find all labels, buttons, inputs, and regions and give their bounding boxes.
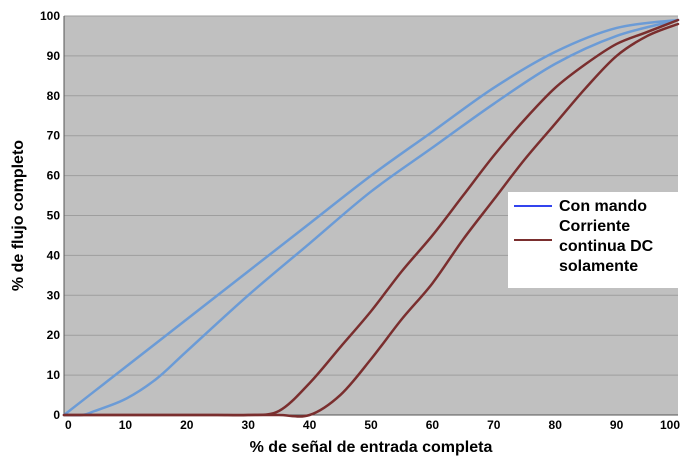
legend-label: continua DC	[559, 238, 654, 255]
x-tick-label: 70	[487, 418, 501, 432]
x-tick-label: 0	[65, 418, 72, 432]
y-tick-label: 100	[40, 9, 60, 23]
y-tick-label: 10	[47, 368, 61, 382]
x-tick-label: 60	[426, 418, 440, 432]
series-line-1-1	[62, 18, 680, 417]
x-tick-label: 40	[303, 418, 317, 432]
x-tick-label: 30	[242, 418, 256, 432]
series-line-2-2	[62, 22, 680, 418]
y-tick-label: 20	[47, 328, 61, 342]
y-tick-label: 30	[47, 288, 61, 302]
y-tick-label: 60	[47, 169, 61, 183]
y-tick-label: 0	[53, 408, 60, 422]
x-tick-label: 80	[549, 418, 563, 432]
x-tick-label: 20	[180, 418, 194, 432]
y-tick-label: 80	[47, 89, 61, 103]
y-tick-label: 90	[47, 49, 61, 63]
legend-label: solamente	[559, 258, 638, 275]
y-axis-title: % de flujo completo	[10, 140, 27, 291]
x-tick-label: 50	[364, 418, 378, 432]
y-tick-label: 40	[47, 248, 61, 262]
x-tick-label: 90	[610, 418, 624, 432]
legend-label: Corriente	[559, 218, 630, 235]
x-tick-label: 10	[119, 418, 133, 432]
x-axis-title: % de señal de entrada completa	[250, 439, 493, 456]
y-tick-label: 50	[47, 209, 61, 223]
legend-label: Con mando	[559, 198, 647, 215]
y-tick-label: 70	[47, 129, 61, 143]
series-line-1-2	[62, 18, 680, 417]
x-tick-label: 100	[660, 418, 680, 432]
